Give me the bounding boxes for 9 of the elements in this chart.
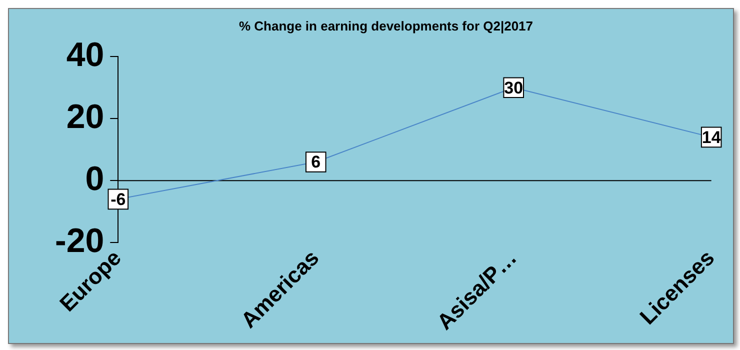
y-tick-label: 40 [66,36,104,74]
y-tick-label: 0 [85,160,104,198]
chart-title: % Change in earning developments for Q2|2017 [238,18,534,34]
data-label: 30 [504,78,524,98]
data-label: 6 [311,152,321,172]
y-tick-label: 20 [66,98,104,136]
y-tick-label: -20 [55,222,104,260]
data-label: 14 [702,128,722,147]
data-label: -6 [110,190,126,209]
